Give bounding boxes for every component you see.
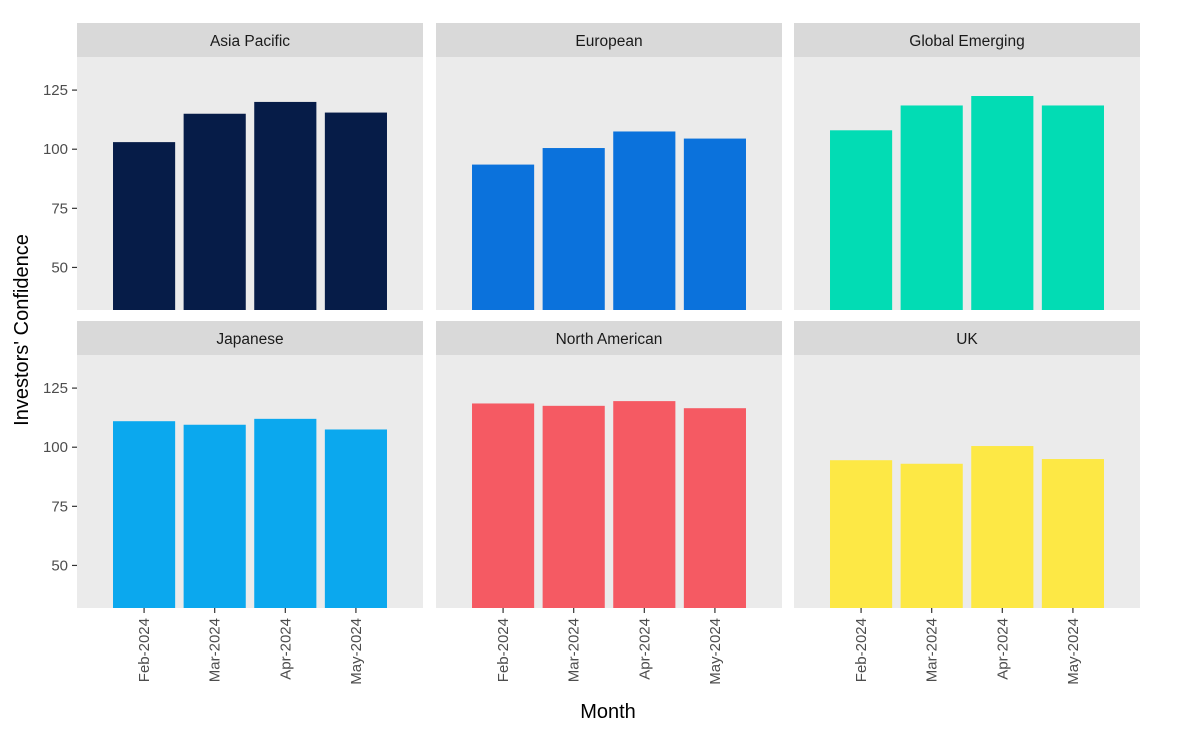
x-tick-label: Apr-2024 [277, 618, 294, 680]
y-tick-label: 75 [51, 498, 68, 515]
x-tick-label: Apr-2024 [994, 618, 1011, 680]
bar-north-american-may-2024 [683, 408, 746, 608]
bar-asia-pacific-mar-2024 [183, 113, 246, 310]
x-tick-label: Apr-2024 [636, 618, 653, 680]
bar-japanese-feb-2024 [113, 421, 176, 608]
bar-european-apr-2024 [613, 131, 676, 310]
bar-japanese-mar-2024 [183, 424, 246, 608]
bar-european-mar-2024 [542, 148, 605, 310]
facet-label-japanese: Japanese [216, 331, 283, 348]
bar-european-may-2024 [683, 138, 746, 310]
y-tick-label: 100 [43, 141, 68, 158]
x-tick-label: Mar-2024 [924, 618, 941, 682]
facet-strip-japanese [77, 321, 423, 355]
x-tick-label: May-2024 [348, 618, 365, 685]
x-tick-label: Feb-2024 [136, 618, 153, 682]
facet-strip-uk [794, 321, 1140, 355]
facet-strip-european [436, 23, 782, 57]
bar-uk-may-2024 [1041, 459, 1104, 608]
y-tick-label: 100 [43, 439, 68, 456]
bar-asia-pacific-may-2024 [324, 112, 387, 310]
x-axis-title: Month [580, 701, 636, 723]
bar-north-american-feb-2024 [472, 403, 535, 608]
facet-strip-asia-pacific [77, 23, 423, 57]
bar-asia-pacific-apr-2024 [254, 101, 317, 310]
bar-global-emerging-may-2024 [1041, 105, 1104, 311]
x-tick-label: May-2024 [1065, 618, 1082, 685]
bar-japanese-may-2024 [324, 429, 387, 608]
bar-uk-feb-2024 [830, 460, 893, 608]
bar-north-american-apr-2024 [613, 401, 676, 608]
bar-global-emerging-mar-2024 [900, 105, 963, 311]
facet-label-uk: UK [956, 331, 978, 348]
facet-label-north-american: North American [556, 331, 663, 348]
y-tick-label: 50 [51, 557, 68, 574]
x-tick-label: Mar-2024 [566, 618, 583, 682]
bar-global-emerging-apr-2024 [971, 96, 1034, 311]
bar-japanese-apr-2024 [254, 418, 317, 608]
facet-label-asia-pacific: Asia Pacific [210, 33, 290, 50]
facet-label-global-emerging: Global Emerging [909, 33, 1024, 50]
bar-uk-apr-2024 [971, 446, 1034, 608]
y-tick-label: 75 [51, 200, 68, 217]
x-tick-label: Feb-2024 [853, 618, 870, 682]
y-tick-label: 125 [43, 82, 68, 99]
y-tick-label: 125 [43, 380, 68, 397]
bar-north-american-mar-2024 [542, 405, 605, 608]
y-axis-title: Investors' Confidence [11, 234, 33, 426]
facet-strip-global-emerging [794, 23, 1140, 57]
facet-label-european: European [575, 33, 642, 50]
bar-global-emerging-feb-2024 [830, 130, 893, 310]
bar-asia-pacific-feb-2024 [113, 142, 176, 310]
x-tick-label: Feb-2024 [495, 618, 512, 682]
bar-european-feb-2024 [472, 164, 535, 310]
x-tick-label: May-2024 [707, 618, 724, 685]
facet-strip-north-american [436, 321, 782, 355]
bar-uk-mar-2024 [900, 463, 963, 608]
y-tick-label: 50 [51, 259, 68, 276]
x-tick-label: Mar-2024 [207, 618, 224, 682]
